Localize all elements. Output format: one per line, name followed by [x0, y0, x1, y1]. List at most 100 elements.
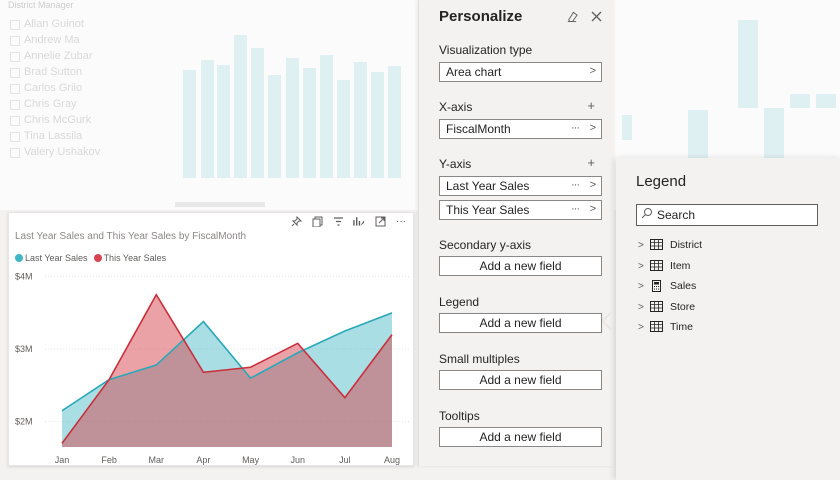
legend-item-this-year[interactable]: This Year Sales [93, 253, 167, 263]
search-input[interactable] [657, 208, 807, 222]
add-xaxis-plus-icon[interactable]: + [587, 98, 595, 113]
table-name: Time [670, 321, 693, 333]
visualization-type-value: Area chart [446, 65, 502, 79]
slicer-item: Chris McGurk [8, 112, 168, 128]
search-icon [641, 206, 653, 224]
close-icon[interactable] [590, 9, 602, 23]
series-line-1 [61, 293, 393, 444]
slicer-item: Andrew Ma [8, 32, 168, 48]
series-area-1 [62, 294, 392, 447]
field-search-box[interactable] [636, 204, 818, 226]
visual-title: Last Year Sales and This Year Sales by F… [15, 231, 247, 242]
y-tick-label: $2M [15, 417, 33, 427]
yaxis-label: Y-axis [439, 157, 472, 171]
field-table-district[interactable]: > District [638, 237, 702, 253]
pin-icon[interactable] [290, 215, 302, 227]
x-tick-label: May [242, 455, 260, 465]
slicer-item: Brad Sutton [8, 64, 168, 80]
chevron-right-icon: > [589, 179, 596, 191]
field-table-sales[interactable]: > Sales [638, 278, 696, 294]
y-tick-label: $4M [15, 272, 33, 282]
chevron-right-icon[interactable]: > [638, 280, 644, 292]
area-chart-visual[interactable]: ··· Last Year Sales and This Year Sales … [8, 212, 414, 466]
flyout-title: Legend [636, 173, 687, 190]
chart-legend: Last Year Sales This Year Sales [15, 253, 166, 263]
pane-header-icons [566, 9, 602, 23]
chevron-right-icon: > [589, 65, 596, 77]
yaxis-field-value: Last Year Sales [446, 179, 530, 193]
add-yaxis-plus-icon[interactable]: + [587, 155, 595, 170]
slicer-item: Chris Gray [8, 96, 168, 112]
visual-header: ··· [290, 213, 407, 229]
visualization-type-dropdown[interactable]: Area chart > [439, 62, 602, 82]
add-legend-field-button[interactable]: Add a new field [439, 313, 602, 333]
yaxis-field-value: This Year Sales [446, 203, 530, 217]
eraser-icon[interactable] [566, 9, 578, 23]
table-name: Item [670, 260, 691, 272]
personalize-icon[interactable] [353, 215, 365, 227]
slicer-item: Annelie Zubar [8, 48, 168, 64]
more-options-icon[interactable]: ··· [571, 203, 580, 215]
table-icon [650, 260, 664, 272]
table-icon [650, 321, 664, 333]
slicer-item: Valery Ushakov [8, 144, 168, 160]
x-tick-label: Jan [55, 455, 70, 465]
chevron-right-icon: > [589, 122, 596, 134]
area-chart-plot[interactable]: $2M $3M $4M Jan Feb Mar Apr May Jun Jul Aug [9, 263, 415, 467]
chevron-right-icon[interactable]: > [638, 260, 644, 272]
add-tooltips-button[interactable]: Add a new field [439, 427, 602, 447]
slicer-title: District Manager [8, 0, 74, 10]
table-icon [650, 301, 664, 313]
legend-field-flyout: Legend > District > Item > Sales > Store… [616, 158, 840, 480]
background-bar-chart [175, 35, 401, 207]
yaxis-field-last-year[interactable]: Last Year Sales ··· > [439, 176, 602, 196]
xaxis-field-value: FiscalMonth [446, 122, 511, 136]
personalize-pane: Personalize Visualization type Area char… [418, 0, 614, 466]
table-name: Sales [670, 280, 697, 292]
more-options-icon[interactable]: ··· [396, 215, 406, 227]
x-tick-label: Jun [290, 455, 305, 465]
small-multiples-label: Small multiples [439, 352, 520, 366]
copy-icon[interactable] [311, 215, 323, 227]
table-icon [650, 239, 664, 251]
series-line-0 [61, 312, 393, 412]
legend-dot-icon [93, 254, 102, 262]
legend-label: Legend [439, 295, 480, 309]
y-tick-label: $3M [15, 344, 33, 354]
calculator-icon [650, 280, 664, 292]
xaxis-field[interactable]: FiscalMonth ··· > [439, 119, 602, 139]
slicer-item: Carlos Grilo [8, 80, 168, 96]
x-tick-label: Mar [149, 455, 165, 465]
more-options-icon[interactable]: ··· [571, 122, 580, 134]
table-name: District [670, 239, 703, 251]
legend-label: Last Year Sales [25, 253, 88, 263]
field-table-store[interactable]: > Store [638, 299, 695, 315]
tooltips-label: Tooltips [439, 409, 480, 423]
slicer-item: Tina Lassila [8, 128, 168, 144]
secondary-yaxis-label: Secondary y-axis [439, 238, 532, 252]
pane-title: Personalize [439, 8, 523, 25]
table-name: Store [670, 301, 696, 313]
legend-dot-icon [15, 254, 23, 262]
chevron-right-icon[interactable]: > [638, 321, 644, 333]
visualization-type-label: Visualization type [439, 43, 533, 57]
field-table-item[interactable]: > Item [638, 258, 690, 274]
legend-item-last-year[interactable]: Last Year Sales [15, 253, 88, 263]
chevron-right-icon[interactable]: > [638, 301, 644, 313]
chevron-right-icon: > [589, 203, 596, 215]
more-options-icon[interactable]: ··· [571, 179, 580, 191]
yaxis-field-this-year[interactable]: This Year Sales ··· > [439, 200, 602, 220]
add-small-multiples-button[interactable]: Add a new field [439, 370, 602, 390]
x-tick-label: Feb [101, 455, 117, 465]
focus-mode-icon[interactable] [374, 215, 386, 227]
filter-icon[interactable] [332, 215, 344, 227]
background-waterfall-chart [622, 20, 836, 158]
chevron-right-icon[interactable]: > [638, 239, 644, 251]
field-table-time[interactable]: > Time [638, 319, 693, 335]
x-tick-label: Jul [339, 455, 351, 465]
x-tick-label: Apr [196, 455, 210, 465]
add-secondary-yaxis-button[interactable]: Add a new field [439, 256, 602, 276]
xaxis-label: X-axis [439, 100, 473, 114]
legend-label: This Year Sales [103, 253, 167, 263]
slicer-item: Allan Guinot [8, 16, 168, 32]
